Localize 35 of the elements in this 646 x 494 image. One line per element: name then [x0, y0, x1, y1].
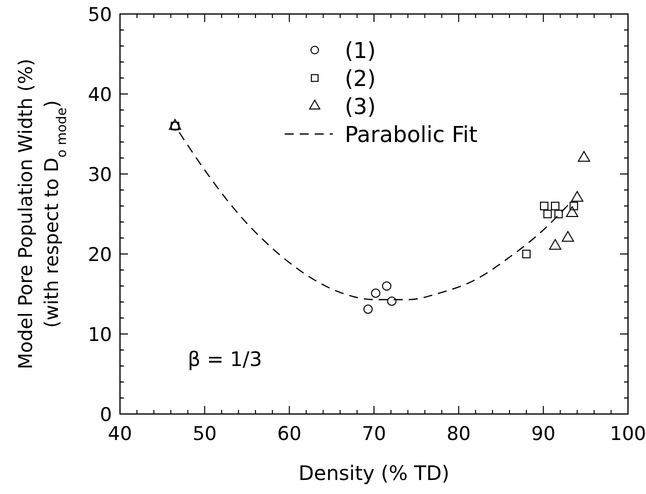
y-tick-label: 50	[88, 4, 112, 26]
point	[549, 238, 562, 250]
x-tick-label: 80	[446, 423, 471, 445]
point	[371, 288, 380, 298]
point	[562, 230, 574, 242]
legend-label: Parabolic Fit	[344, 123, 478, 148]
x-tick-label: 50	[192, 423, 217, 445]
point	[570, 202, 578, 210]
x-tick-label: 60	[277, 423, 302, 445]
y-tick-label: 40	[88, 84, 112, 106]
x-tick-label: 40	[108, 423, 132, 445]
x-tick-label: 90	[531, 423, 556, 445]
legend-label: (1)	[344, 39, 376, 64]
point	[571, 190, 584, 202]
point	[566, 206, 578, 217]
y-tick-label: 10	[88, 324, 112, 346]
point	[578, 150, 590, 162]
point	[550, 202, 560, 210]
y-tick-label: 0	[100, 404, 112, 426]
y-tick-label: 20	[88, 244, 112, 266]
point	[543, 210, 552, 218]
x-tick-label: 70	[362, 423, 386, 445]
x-axis-title: Density (% TD)	[298, 461, 450, 485]
point	[540, 202, 548, 210]
point	[382, 281, 392, 291]
x-tick-label: 100	[610, 423, 646, 445]
legend-label: (3)	[344, 95, 376, 120]
point	[363, 304, 373, 314]
annotation: β = 1/3	[188, 347, 262, 371]
point	[554, 210, 563, 218]
point	[522, 250, 531, 258]
y-tick-label: 30	[88, 164, 112, 186]
point	[387, 296, 396, 306]
point	[168, 118, 182, 130]
legend-label: (2)	[344, 67, 376, 92]
